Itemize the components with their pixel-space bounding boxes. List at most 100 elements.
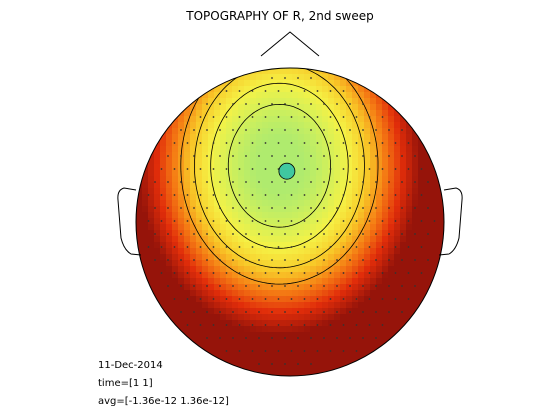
heatmap-cell [190, 284, 197, 291]
heatmap-cell [232, 134, 239, 141]
heatmap-cell [310, 128, 317, 135]
sensor-dot [401, 259, 403, 261]
heatmap-cell [178, 140, 185, 147]
heatmap-cell [262, 248, 269, 255]
sensor-dot [232, 259, 234, 261]
sensor-dot [238, 142, 241, 144]
heatmap-cell [256, 134, 263, 141]
heatmap-cell [340, 224, 347, 231]
heatmap-cell [274, 320, 281, 327]
heatmap-cell [418, 224, 425, 231]
heatmap-cell [400, 128, 407, 135]
heatmap-cell [382, 212, 389, 219]
heatmap-cell [304, 200, 311, 207]
sensor-dot [245, 129, 247, 131]
heatmap-cell [196, 224, 203, 231]
sensor-dot [329, 220, 332, 222]
heatmap-cell [142, 260, 149, 267]
sensor-dot [206, 311, 208, 313]
heatmap-cell [220, 140, 227, 147]
heatmap-cell [268, 128, 275, 135]
heatmap-cell [244, 182, 251, 189]
heatmap-cell [442, 260, 444, 267]
heatmap-cell [160, 176, 167, 183]
sensor-dot [336, 207, 338, 209]
sensor-dot [310, 207, 312, 209]
heatmap-cell [412, 146, 419, 153]
heatmap-cell [172, 188, 179, 195]
heatmap-cell [148, 170, 155, 177]
heatmap-cell [364, 326, 371, 333]
heatmap-cell [178, 182, 185, 189]
avg-label: avg=[-1.36e-12 1.36e-12] [98, 396, 229, 407]
heatmap-cell [268, 200, 275, 207]
heatmap-cell [178, 272, 185, 279]
heatmap-cell [244, 152, 251, 159]
heatmap-cell [346, 200, 353, 207]
heatmap-cell [358, 86, 365, 93]
sensor-dot [173, 246, 176, 248]
heatmap-cell [232, 350, 239, 357]
heatmap-cell [142, 242, 149, 249]
heatmap-cell [370, 164, 377, 171]
sensor-dot [173, 220, 176, 222]
heatmap-cell [154, 176, 161, 183]
heatmap-cell [310, 86, 317, 93]
heatmap-cell [358, 116, 365, 123]
heatmap-cell [238, 290, 245, 297]
sensor-dot [212, 168, 215, 170]
heatmap-cell [244, 164, 251, 171]
heatmap-cell [412, 182, 419, 189]
heatmap-cell [310, 164, 317, 171]
heatmap-cell [166, 236, 173, 243]
heatmap-cell [202, 314, 209, 321]
heatmap-cell [220, 284, 227, 291]
heatmap-cell [394, 224, 401, 231]
heatmap-cell [208, 284, 215, 291]
sensor-dot [258, 363, 260, 365]
heatmap-cell [214, 236, 221, 243]
heatmap-cell [388, 272, 395, 279]
sensor-dot [251, 168, 254, 170]
heatmap-cell [406, 254, 413, 261]
sensor-dot [342, 246, 345, 248]
heatmap-cell [352, 86, 359, 93]
heatmap-cell [262, 74, 269, 81]
sensor-dot [323, 337, 325, 339]
heatmap-cell [316, 242, 323, 249]
sensor-dot [277, 324, 280, 326]
heatmap-cell [394, 146, 401, 153]
heatmap-cell [286, 212, 293, 219]
heatmap-cell [388, 146, 395, 153]
heatmap-cell [322, 272, 329, 279]
sensor-dot [219, 337, 221, 339]
heatmap-cell [172, 194, 179, 201]
heatmap-cell [274, 86, 281, 93]
heatmap-cell [298, 146, 305, 153]
heatmap-cell [382, 200, 389, 207]
heatmap-cell [250, 182, 257, 189]
heatmap-cell [406, 272, 413, 279]
heatmap-cell [268, 308, 275, 315]
heatmap-cell [226, 242, 233, 249]
heatmap-cell [430, 260, 437, 267]
heatmap-cell [262, 110, 269, 117]
heatmap-cell [388, 326, 395, 333]
sensor-dot [401, 285, 403, 287]
heatmap-cell [274, 284, 281, 291]
heatmap-cell [328, 338, 335, 345]
heatmap-cell [154, 278, 161, 285]
heatmap-cell [346, 116, 353, 123]
heatmap-cell [238, 230, 245, 237]
heatmap-cell [226, 230, 233, 237]
heatmap-cell [292, 332, 299, 339]
sensor-dot [160, 168, 163, 170]
heatmap-cell [172, 170, 179, 177]
heatmap-cell [232, 356, 239, 363]
heatmap-cell [268, 104, 275, 111]
heatmap-cell [232, 344, 239, 351]
heatmap-cell [214, 320, 221, 327]
heatmap-cell [286, 230, 293, 237]
heatmap-cell [250, 236, 257, 243]
heatmap-cell [268, 302, 275, 309]
